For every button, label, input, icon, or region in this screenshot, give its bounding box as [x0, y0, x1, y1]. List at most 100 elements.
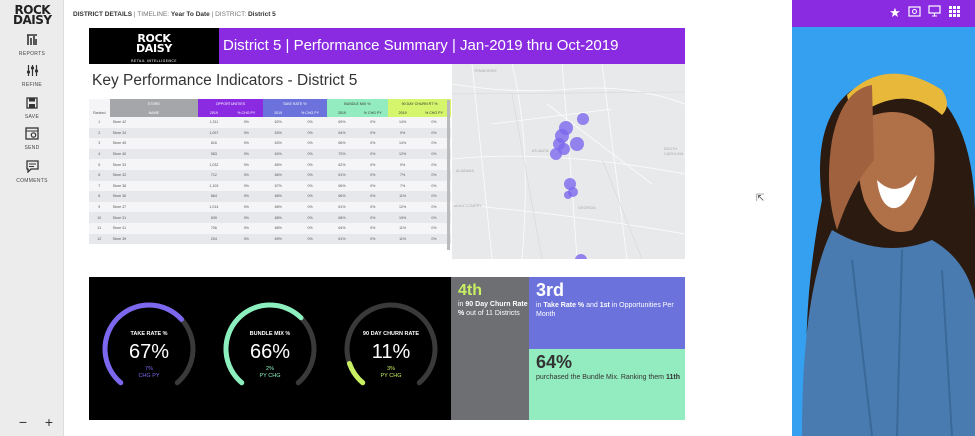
- gauge-change-label: PY CHG: [380, 372, 402, 379]
- table-cell: 0%: [243, 236, 249, 241]
- store-map[interactable]: TENNESSEE ATLANTA ALABAMA SOUTH CAROLINA…: [452, 64, 685, 259]
- sidebar-item-label: COMMENTS: [16, 178, 48, 184]
- churn-rate-gauge: 90 DAY CHURN RATE 11% 3% PY CHG: [341, 299, 441, 399]
- star-icon[interactable]: ★: [889, 5, 901, 20]
- table-cell: 67%: [274, 183, 282, 188]
- table-cell: 65%: [274, 162, 282, 167]
- table-row[interactable]: 11 Store 41 706 0% 68% 0% 64% 0% 11% 0%: [89, 222, 451, 234]
- table-cell: 11%: [399, 194, 407, 199]
- table-cell: 1,097: [209, 130, 219, 135]
- table-cell: 0%: [243, 152, 249, 157]
- table-row[interactable]: 3 Store 45 816 0% 63% 0% 66% 0% 14% 0%: [89, 138, 451, 149]
- column-header[interactable]: 2019: [197, 108, 230, 117]
- column-header[interactable]: 2019: [262, 108, 294, 117]
- column-header[interactable]: Ranked: [89, 108, 110, 117]
- gauge-ring: [344, 302, 438, 386]
- gauge-label: BUNDLE MIX %: [249, 331, 291, 337]
- gauge-label: TAKE RATE %: [130, 331, 168, 337]
- sidebar-item-save[interactable]: SAVE: [0, 96, 64, 120]
- table-cell: 61%: [338, 236, 346, 241]
- map-label: SOUTH CAROLINA: [664, 147, 684, 156]
- banner-logo-line1: ROCK: [137, 32, 171, 45]
- grid-icon[interactable]: [947, 5, 961, 21]
- table-cell: 12%: [399, 205, 407, 210]
- text: and: [584, 302, 600, 309]
- sidebar-item-refine[interactable]: REFINE: [0, 64, 64, 88]
- table-cell: 63%: [274, 130, 282, 135]
- store-markers: [550, 113, 589, 259]
- column-header[interactable]: % CHG PY: [357, 108, 389, 117]
- table-cell: 0%: [243, 226, 249, 231]
- table-cell: 10: [97, 215, 102, 220]
- table-cell: 0%: [307, 120, 313, 125]
- take-rate-rank-card: 3rd in Take Rate % and 1st in Opportunit…: [529, 277, 685, 349]
- breadcrumb-page[interactable]: DISTRICT DETAILS: [73, 11, 133, 18]
- zoom-out-button[interactable]: −: [18, 414, 28, 430]
- gauge-value: 66%: [249, 341, 291, 363]
- table-cell: 0%: [243, 130, 249, 135]
- presentation-icon[interactable]: [927, 5, 941, 21]
- column-header[interactable]: 2019: [388, 108, 417, 117]
- table-row[interactable]: 2 Store 34 1,097 0% 63% 0% 64% 0% 9% 0%: [89, 127, 451, 139]
- table-row[interactable]: 10 Store 31 839 0% 68% 0% 68% 0% 19% 0%: [89, 212, 451, 223]
- store-marker[interactable]: [577, 113, 589, 125]
- store-marker[interactable]: [550, 148, 562, 160]
- take-rate-gauge: TAKE RATE % 67% 7% CHG PY: [99, 299, 199, 399]
- app-logo[interactable]: ROCK DAISY: [13, 4, 52, 26]
- table-cell: 9: [98, 205, 101, 210]
- sidebar-item-label: SEND: [24, 145, 40, 151]
- sidebar-item-send[interactable]: SEND: [0, 127, 64, 151]
- timeline-value[interactable]: Year To Date: [170, 11, 210, 18]
- map-roads: [452, 64, 685, 259]
- column-header[interactable]: % CHG PY: [417, 108, 451, 117]
- table-cell: 839: [210, 215, 217, 220]
- store-marker[interactable]: [564, 191, 572, 199]
- table-cell: 0%: [370, 194, 376, 199]
- table-row[interactable]: 6 Store 32 712 0% 66% 0% 61% 0% 7% 0%: [89, 169, 451, 181]
- table-row[interactable]: 7 Store 38 1,103 0% 67% 0% 66% 0% 7% 0%: [89, 180, 451, 192]
- kpi-section-title: Key Performance Indicators - District 5: [92, 72, 358, 89]
- table-cell: 8: [98, 194, 101, 199]
- store-marker[interactable]: [570, 137, 584, 151]
- photo-icon[interactable]: [907, 5, 921, 21]
- table-cell: 66%: [338, 141, 346, 146]
- table-cell: 0%: [370, 173, 376, 178]
- column-header[interactable]: % CHG PY: [293, 108, 327, 117]
- table-cell: 0%: [431, 130, 437, 135]
- rank-value: 3rd: [536, 280, 565, 300]
- table-row[interactable]: 4 Store 40 583 0% 64% 0% 70% 0% 12% 0%: [89, 148, 451, 160]
- table-cell: 0%: [243, 194, 249, 199]
- sidebar-item-comments[interactable]: COMMENTS: [0, 160, 64, 184]
- column-header[interactable]: 2019: [326, 108, 358, 117]
- table-row[interactable]: 1 Store 42 1,311 0% 62% 0% 69% 0% 14% 0%: [89, 117, 451, 128]
- table-cell: 0%: [370, 130, 376, 135]
- table-cell: 12: [97, 236, 102, 241]
- table-row[interactable]: 8 Store 36 864 0% 68% 0% 66% 0% 11% 0%: [89, 191, 451, 202]
- table-cell: 1: [98, 120, 101, 125]
- district-value[interactable]: District 5: [247, 11, 276, 18]
- report-canvas: ROCK DAISY RETAIL INTELLIGENCE District …: [89, 28, 685, 422]
- kpi-table: STORE OPPORTUNITIES TAKE RATE % BUNDLE M…: [89, 99, 451, 245]
- text-bold: 90 Day Churn Rate %: [458, 301, 528, 317]
- sliders-icon: [0, 64, 64, 80]
- store-marker[interactable]: [575, 254, 587, 259]
- banner-logo-line2: DAISY: [135, 42, 173, 55]
- table-row[interactable]: 12 Store 39 204 0% 69% 0% 61% 0% 11% 0%: [89, 233, 451, 245]
- column-header[interactable]: NAME: [109, 108, 198, 117]
- table-cell: 12%: [399, 152, 407, 157]
- table-row[interactable]: 5 Store 33 1,032 0% 65% 0% 62% 0% 9% 0%: [89, 159, 451, 170]
- table-scrollbar[interactable]: [447, 100, 450, 250]
- table-row[interactable]: 9 Store 37 1,014 0% 68% 0% 61% 0% 12% 0%: [89, 201, 451, 213]
- table-cell: 864: [210, 194, 217, 199]
- column-header[interactable]: % CHG PY: [229, 108, 263, 117]
- table-cell: 706: [210, 226, 217, 231]
- table-cell: 0%: [243, 205, 249, 210]
- sidebar-item-reports[interactable]: REPORTS: [0, 33, 64, 57]
- table-cell: 64%: [338, 226, 346, 231]
- table-cell: 204: [210, 236, 217, 241]
- gauge-change-value: 3%: [387, 366, 395, 372]
- zoom-in-button[interactable]: +: [44, 414, 54, 430]
- table-cell: 68%: [274, 194, 282, 199]
- promo-photo: [792, 0, 975, 436]
- text-bold: 11th: [665, 374, 680, 381]
